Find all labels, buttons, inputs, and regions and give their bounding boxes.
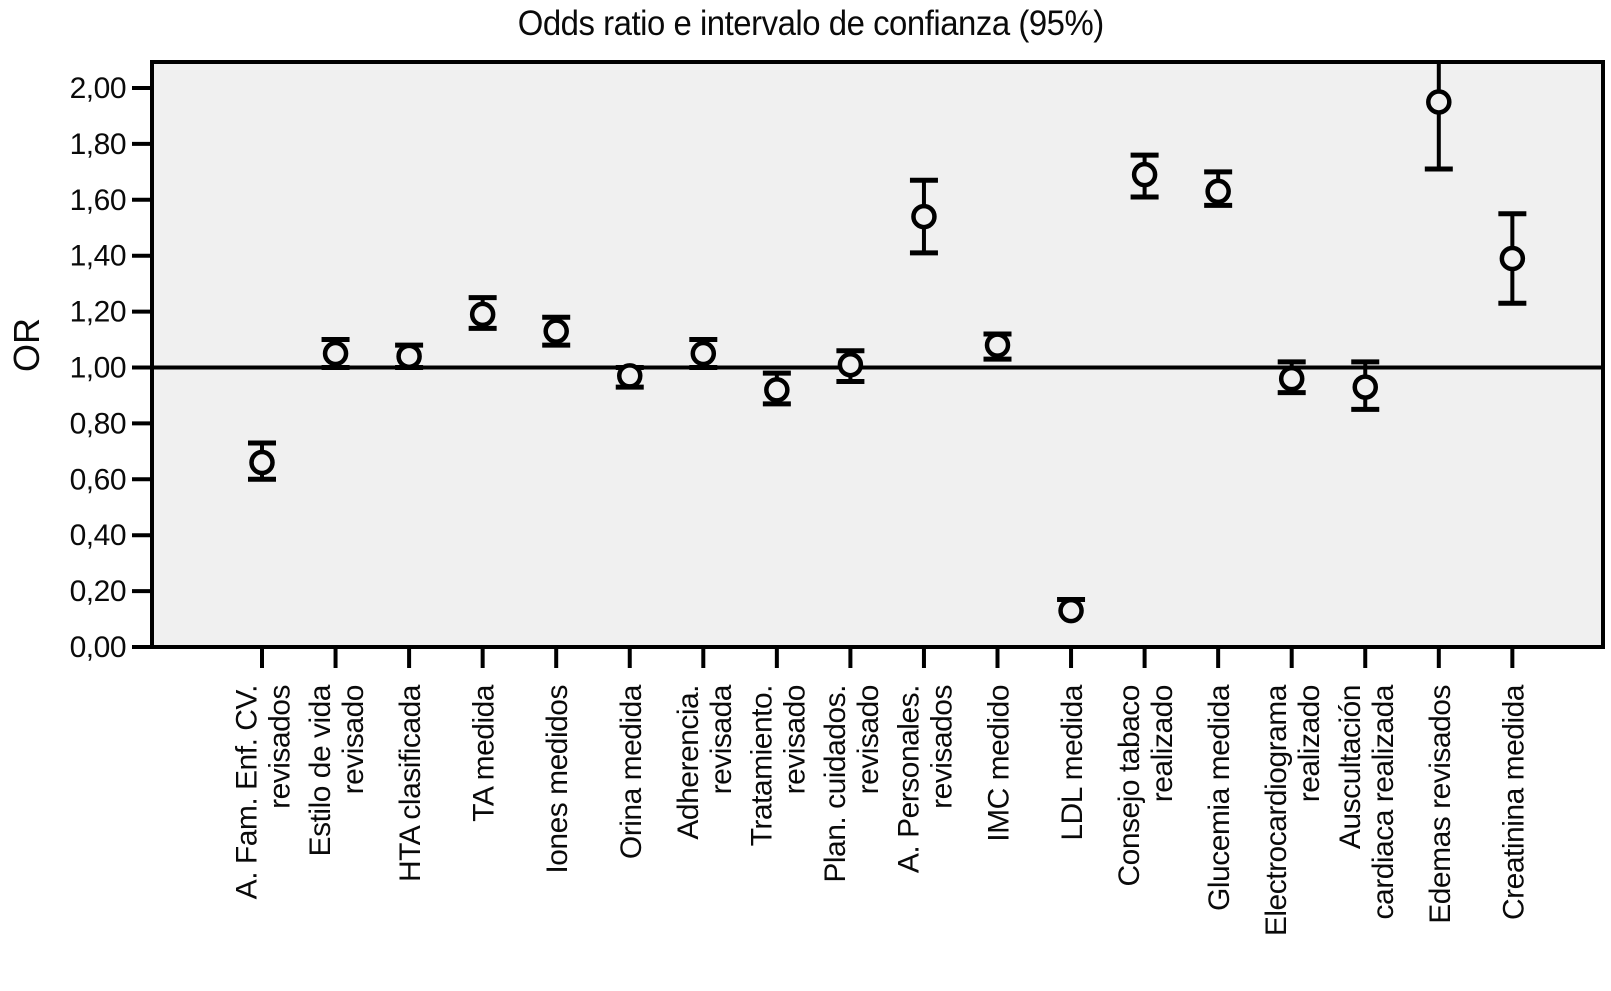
data-point-5 [543, 318, 569, 344]
x-category-label-14: Glucemia medida [1203, 684, 1236, 911]
x-category-label-7: Adherencia. [672, 685, 705, 840]
x-category-label-10: revisados [925, 685, 958, 809]
x-category-label-2: revisado [337, 685, 370, 794]
x-category-label-13: Consejo tabaco [1113, 685, 1146, 886]
x-category-label-9: Plan. cuidados. [819, 685, 852, 883]
data-point-8 [764, 377, 790, 403]
data-point-9 [837, 351, 864, 378]
x-category-label-6: Orina medida [615, 684, 648, 859]
x-category-label-13: realizado [1146, 685, 1179, 802]
x-category-label-7: revisada [705, 684, 738, 794]
x-category-label-12: LDL medida [1056, 684, 1089, 840]
data-point-3 [396, 343, 422, 370]
x-category-label-1: A. Fam. Enf. CV. [231, 685, 264, 899]
data-point-15 [1278, 365, 1305, 392]
y-tick-label: 1,40 [70, 240, 126, 273]
x-category-label-17: Edemas revisados [1424, 685, 1457, 924]
x-category-label-11: IMC medido [983, 685, 1016, 842]
x-category-label-1: revisados [264, 685, 297, 809]
x-category-label-2: Estilo de vida [304, 684, 337, 856]
x-category-label-5: Iones medidos [541, 685, 574, 874]
data-point-13 [1131, 161, 1158, 188]
data-point-12 [1058, 597, 1084, 624]
y-axis-title: OR [6, 318, 47, 372]
chart-title: Odds ratio e intervalo de confianza (95%… [517, 4, 1104, 43]
y-tick-label: 2,00 [70, 72, 126, 105]
data-point-16 [1352, 374, 1378, 400]
y-tick-label: 0,40 [70, 519, 126, 552]
y-tick-label: 0,80 [70, 407, 126, 440]
data-point-4 [469, 301, 496, 328]
data-point-17 [1426, 89, 1452, 115]
y-tick-label: 1,80 [70, 128, 126, 161]
y-tick-label: 0,00 [70, 631, 126, 664]
data-point-18 [1499, 245, 1526, 272]
plot-area [150, 60, 1605, 649]
data-point-11 [984, 332, 1011, 358]
data-point-7 [690, 340, 717, 367]
y-tick-label: 1,00 [70, 352, 126, 385]
x-category-label-16: Auscultación [1334, 685, 1367, 849]
x-category-label-18: Creatinina medida [1497, 684, 1530, 920]
x-category-label-15: Electrocardiograma [1260, 684, 1293, 936]
x-category-label-16: cardiaca realizada [1367, 684, 1400, 919]
data-point-2 [322, 340, 349, 367]
y-tick-label: 1,20 [70, 296, 126, 329]
y-tick-label: 0,60 [70, 463, 126, 496]
data-point-6 [617, 363, 643, 389]
data-point-14 [1205, 178, 1231, 205]
data-point-10 [911, 203, 937, 230]
y-tick-label: 0,20 [70, 575, 126, 608]
x-category-label-10: A. Personales. [892, 685, 925, 873]
x-category-label-15: realizado [1293, 685, 1326, 802]
x-category-label-3: HTA clasificada [394, 684, 427, 882]
y-tick-label: 1,60 [70, 184, 126, 217]
x-category-label-8: Tratamiento. [745, 685, 778, 846]
data-point-1 [249, 449, 275, 476]
x-category-label-9: revisado [852, 685, 885, 794]
x-category-label-4: TA medida [468, 684, 501, 821]
x-category-label-8: revisado [778, 685, 811, 794]
